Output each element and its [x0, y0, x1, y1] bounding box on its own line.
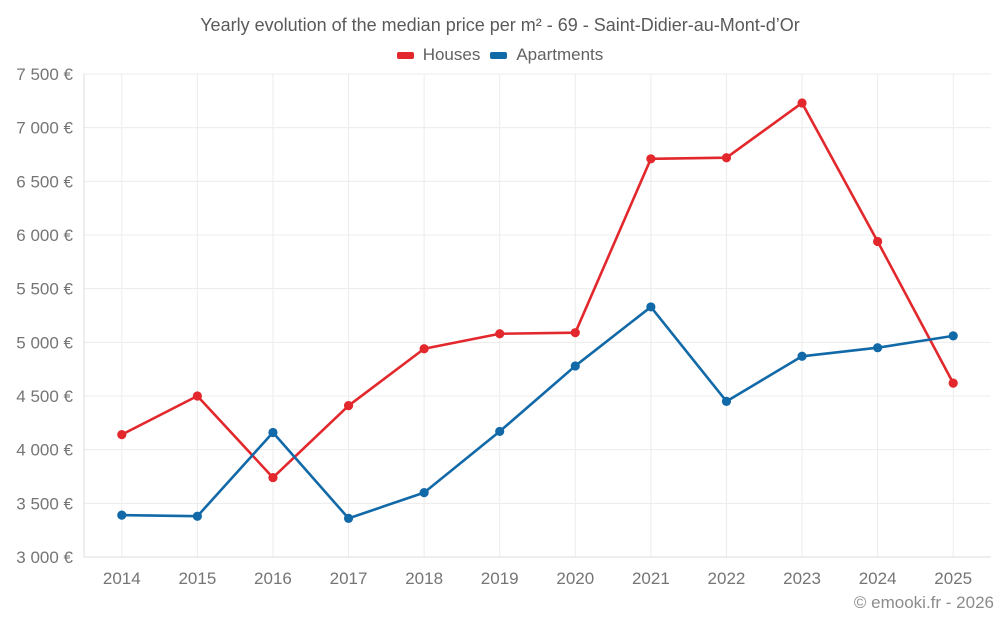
y-tick-label: 5 500 € [16, 280, 73, 299]
apartments-point-2017[interactable] [343, 513, 354, 523]
x-tick-label: 2015 [178, 569, 216, 588]
y-tick-label: 3 500 € [16, 494, 73, 513]
y-tick-label: 7 000 € [16, 119, 73, 138]
houses-point-2025[interactable] [948, 378, 958, 388]
houses-point-2023[interactable] [797, 98, 807, 108]
houses-point-2022[interactable] [721, 153, 732, 163]
houses-point-2021[interactable] [646, 154, 656, 164]
attribution: © emooki.fr - 2026 [853, 593, 994, 612]
chart-title: Yearly evolution of the median price per… [200, 15, 800, 35]
x-tick-label: 2025 [934, 569, 972, 588]
houses-line [120, 101, 955, 479]
apartments-point-2015[interactable] [192, 511, 202, 521]
houses-point-2020[interactable] [570, 328, 580, 338]
apartments-point-2014[interactable] [117, 510, 127, 520]
houses-series-swatch-icon [396, 51, 414, 59]
x-tick-label: 2020 [556, 569, 594, 588]
y-tick-label: 5 000 € [16, 333, 73, 352]
apartments-line [120, 305, 955, 520]
chart-legend: Houses Apartments [0, 45, 1000, 65]
legend-label-apartments: Apartments [516, 45, 604, 64]
apartments-point-2021[interactable] [646, 302, 656, 312]
x-tick-label: 2014 [103, 569, 141, 588]
houses-point-2017[interactable] [343, 401, 354, 411]
apartments-point-2019[interactable] [495, 426, 505, 437]
houses-point-2018[interactable] [419, 344, 429, 354]
houses-point-2016[interactable] [268, 472, 278, 483]
y-tick-label: 6 000 € [16, 226, 73, 245]
y-tick-label: 3 000 € [16, 548, 73, 567]
apartments-point-2025[interactable] [948, 331, 958, 341]
apartments-point-2024[interactable] [873, 343, 883, 353]
houses-point-2024[interactable] [873, 236, 883, 247]
x-tick-label: 2019 [481, 569, 519, 588]
x-tick-label: 2016 [254, 569, 292, 588]
apartments-point-2020[interactable] [570, 361, 580, 371]
x-tick-label: 2024 [859, 569, 897, 588]
houses-point-2015[interactable] [192, 391, 202, 401]
y-tick-label: 7 500 € [16, 65, 73, 84]
houses-point-2014[interactable] [117, 430, 127, 440]
legend-item-apartments[interactable]: Apartments [490, 45, 603, 65]
y-tick-label: 4 000 € [16, 441, 73, 460]
x-tick-label: 2018 [405, 569, 443, 588]
y-tick-label: 4 500 € [16, 387, 73, 406]
apartments-point-2022[interactable] [721, 396, 732, 406]
x-tick-label: 2017 [330, 569, 368, 588]
apartments-point-2023[interactable] [797, 351, 807, 361]
apartments-point-2018[interactable] [419, 488, 429, 498]
y-tick-label: 6 500 € [16, 172, 73, 191]
legend-label-houses: Houses [422, 45, 481, 64]
x-tick-label: 2023 [783, 569, 821, 588]
apartments-series-swatch-icon [490, 51, 508, 59]
x-tick-label: 2021 [632, 569, 670, 588]
houses-point-2019[interactable] [495, 329, 505, 339]
x-tick-label: 2022 [708, 569, 746, 588]
legend-item-houses[interactable]: Houses [396, 45, 481, 65]
apartments-point-2016[interactable] [268, 427, 278, 438]
